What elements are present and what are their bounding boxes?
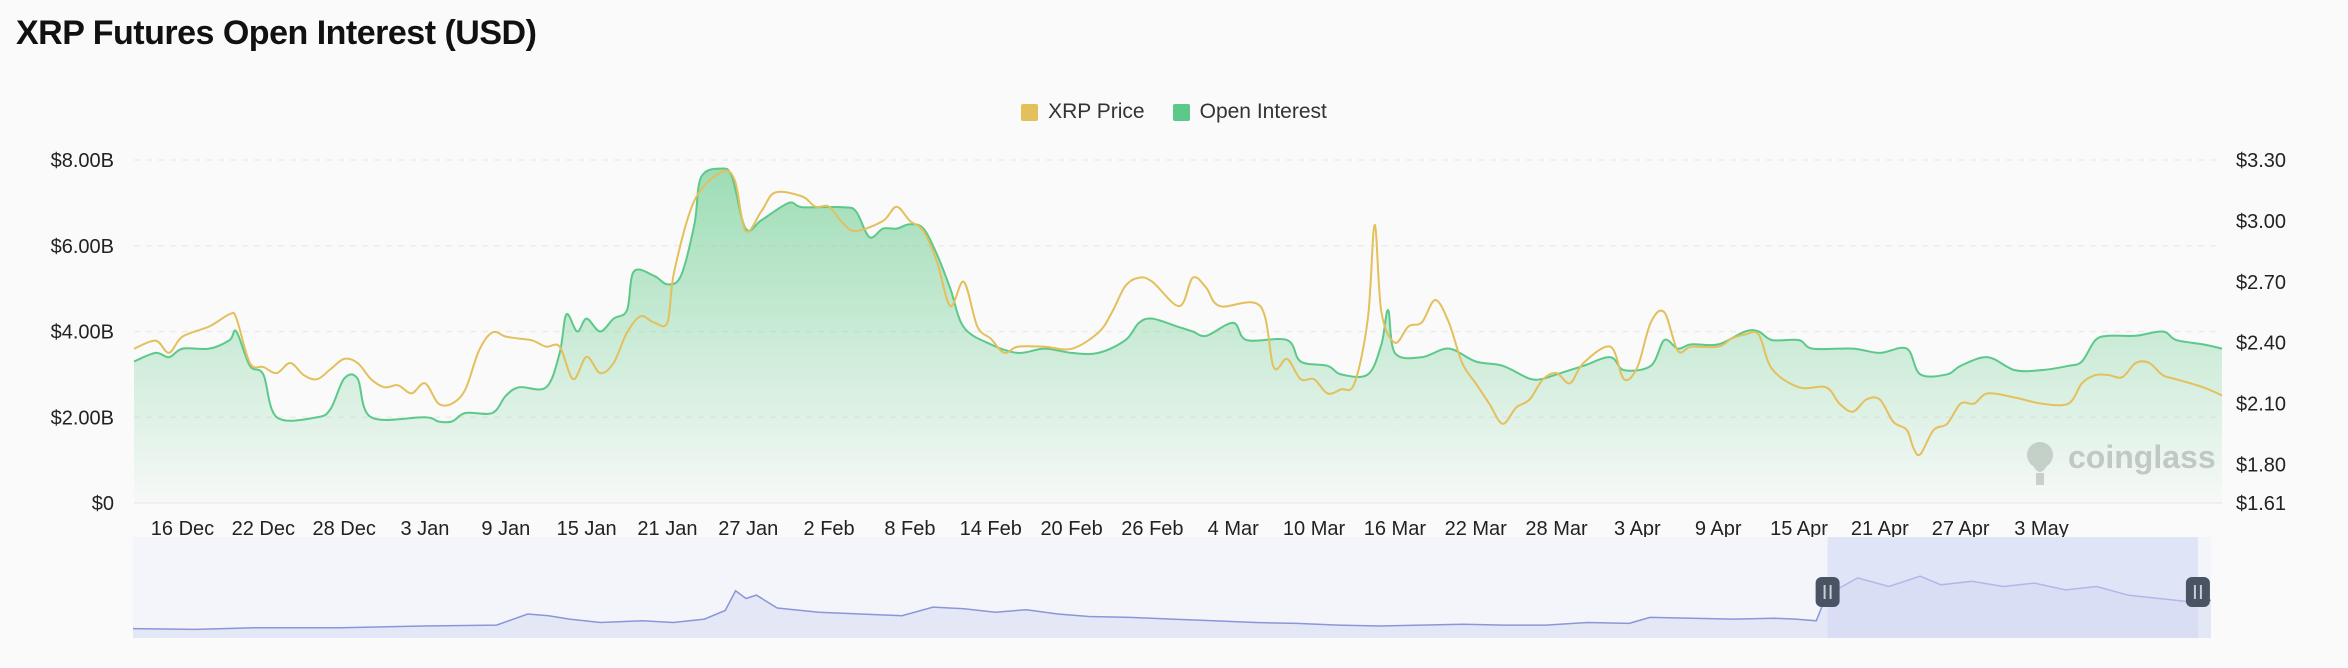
navigator-selected-window[interactable] bbox=[1827, 537, 2198, 638]
x-tick-label: 26 Feb bbox=[1121, 518, 1183, 540]
left-tick-label: $8.00B bbox=[51, 150, 114, 172]
x-tick-label: 22 Dec bbox=[232, 518, 295, 540]
x-tick-label: 28 Mar bbox=[1525, 518, 1588, 540]
left-tick-label: $4.00B bbox=[51, 322, 114, 344]
right-tick-label: $2.40 bbox=[2236, 333, 2286, 355]
x-tick-label: 16 Dec bbox=[151, 518, 214, 540]
right-axis: $1.61 $1.80 $2.10 $2.40 $2.70 $3.00 $3.30 bbox=[2236, 150, 2286, 515]
legend-swatch-xrp-price bbox=[1021, 103, 1039, 121]
left-tick-label: $6.00B bbox=[51, 236, 114, 258]
right-tick-label: $3.00 bbox=[2236, 211, 2286, 233]
xrp-price-line bbox=[133, 169, 2223, 457]
navigator-left-handle[interactable] bbox=[1815, 577, 1840, 607]
open-interest-line bbox=[133, 167, 2223, 424]
x-tick-label: 14 Feb bbox=[960, 518, 1022, 540]
x-tick-label: 22 Mar bbox=[1445, 518, 1508, 540]
legend-item-open-interest[interactable]: Open Interest bbox=[1172, 100, 1327, 124]
x-tick-label: 4 Mar bbox=[1208, 518, 1259, 540]
legend-swatch-open-interest bbox=[1172, 103, 1190, 121]
left-tick-label: $0 bbox=[92, 493, 114, 515]
legend-label-open-interest: Open Interest bbox=[1199, 100, 1327, 123]
right-tick-label: $3.30 bbox=[2236, 150, 2286, 172]
x-tick-label: 21 Jan bbox=[637, 518, 697, 540]
x-tick-label: 9 Jan bbox=[481, 518, 530, 540]
legend-label-xrp-price: XRP Price bbox=[1048, 100, 1145, 123]
right-tick-label: $2.70 bbox=[2236, 272, 2286, 294]
x-tick-label: 2 Feb bbox=[804, 518, 855, 540]
x-tick-label: 9 Apr bbox=[1695, 518, 1742, 540]
left-axis: $0 $2.00B $4.00B $6.00B $8.00B bbox=[51, 150, 114, 515]
open-interest-fill bbox=[134, 168, 2222, 503]
left-tick-label: $2.00B bbox=[51, 407, 114, 429]
x-tick-label: 3 May bbox=[2014, 518, 2068, 540]
x-tick-label: 27 Jan bbox=[718, 518, 778, 540]
navigator-right-handle[interactable] bbox=[2185, 577, 2210, 607]
legend-item-xrp-price[interactable]: XRP Price bbox=[1021, 100, 1145, 124]
right-tick-label: $2.10 bbox=[2236, 394, 2286, 416]
navigator-area bbox=[133, 576, 2211, 638]
x-tick-label: 21 Apr bbox=[1851, 518, 1909, 540]
legend: XRP Price Open Interest bbox=[0, 100, 2348, 124]
x-tick-label: 10 Mar bbox=[1283, 518, 1346, 540]
x-tick-label: 15 Apr bbox=[1770, 518, 1828, 540]
x-tick-label: 20 Feb bbox=[1040, 518, 1102, 540]
x-tick-label: 27 Apr bbox=[1932, 518, 1990, 540]
x-tick-label: 8 Feb bbox=[884, 518, 935, 540]
right-tick-label: $1.61 bbox=[2236, 493, 2286, 515]
xrp-price-line-group bbox=[133, 169, 2223, 457]
page-title: XRP Futures Open Interest (USD) bbox=[16, 14, 537, 52]
x-tick-label: 15 Jan bbox=[557, 518, 617, 540]
range-navigator[interactable] bbox=[132, 537, 2212, 638]
x-tick-label: 16 Mar bbox=[1364, 518, 1427, 540]
open-interest-area bbox=[133, 167, 2223, 503]
right-tick-label: $1.80 bbox=[2236, 454, 2286, 476]
x-tick-label: 3 Jan bbox=[401, 518, 450, 540]
x-tick-label: 28 Dec bbox=[312, 518, 375, 540]
x-axis: 16 Dec 22 Dec 28 Dec 3 Jan 9 Jan 15 Jan 21 Jan… bbox=[151, 518, 2069, 540]
x-tick-label: 3 Apr bbox=[1614, 518, 1661, 540]
